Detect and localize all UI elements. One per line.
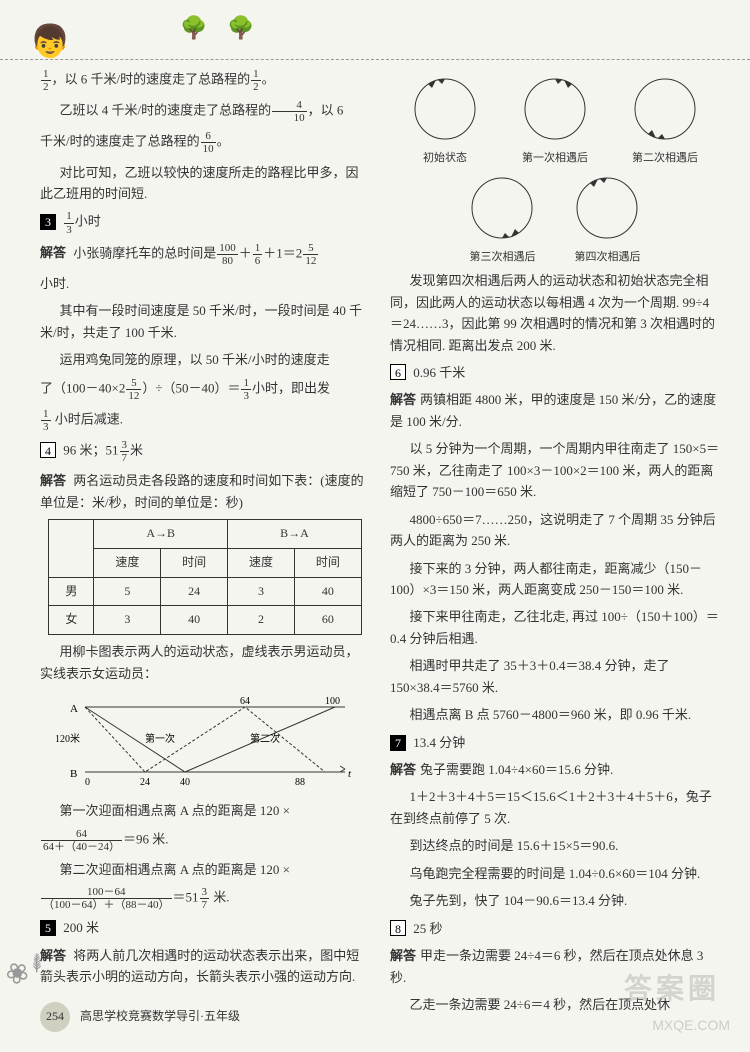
q4-sol-p1: 解答 两名运动员走各段路的速度和时间如下表：(速度的单位是：米/秒，时间的单位是…: [40, 470, 370, 513]
svg-text:t: t: [348, 768, 352, 780]
q7-sol-p5: 兔子先到，快了 104－90.6＝13.4 分钟.: [390, 890, 720, 911]
answer-label: 解答: [40, 245, 66, 260]
q3-sol-p5: 了（100－40×2512）÷（50－40）＝13小时，即出发: [40, 377, 370, 402]
q3-sol-p6: 13 小时后减速.: [40, 408, 370, 433]
trees-icon: 🌳🌳: [180, 10, 275, 46]
circles-row-2: 第三次相遇后 第四次相遇后: [390, 171, 720, 266]
svg-text:24: 24: [140, 777, 150, 788]
q7-sol-p1: 解答兔子需要跑 1.04÷4×60＝15.6 分钟.: [390, 759, 720, 780]
q4-sol-p3b: 6464＋（40－24）＝96 米.: [40, 828, 370, 853]
q3-sol-p2: 小时.: [40, 273, 370, 294]
left-p3: 千米/时的速度走了总路程的610。: [40, 130, 370, 155]
q7-sol-p2: 1＋2＋3＋4＋5＝15＜15.6＜1＋2＋3＋4＋5＋6，兔子在到终点前停了 …: [390, 786, 720, 829]
q6-sol-p6: 相遇时甲共走了 35＋3＋0.4＝38.4 分钟，走了 150×38.4＝576…: [390, 655, 720, 698]
q4-sol-p2: 用柳卡图表示两人的运动状态，虚线表示男运动员，实线表示女运动员：: [40, 641, 370, 684]
table-row: 女340260: [49, 606, 362, 635]
q4-num: 4: [40, 442, 56, 458]
q5-num: 5: [40, 920, 56, 936]
svg-text:第二次: 第二次: [250, 732, 280, 745]
q6-sol-p2: 以 5 分钟为一个周期，一个周期内甲往南走了 150×5＝750 米，乙往南走了…: [390, 438, 720, 502]
answer-label: 解答: [40, 473, 66, 488]
q7-sol-p4: 乌龟跑完全程需要的时间是 1.04÷0.6×60＝104 分钟.: [390, 863, 720, 884]
svg-text:0: 0: [85, 777, 90, 788]
header-decoration: 👦 🌳🌳: [0, 0, 750, 60]
q4-sol-p4: 第二次迎面相遇点离 A 点的距离是 120 ×: [40, 859, 370, 880]
speed-table: A→B B→A 速度时间 速度时间 男524340 女340260: [48, 519, 362, 635]
svg-text:64: 64: [240, 696, 250, 707]
svg-text:88: 88: [295, 777, 305, 788]
q7-answer: 7 13.4 分钟: [390, 732, 720, 753]
q8-num: 8: [390, 920, 406, 936]
right-column: 初始状态 第一次相遇后 第二次相遇后 第三次相遇后 第四次相遇后 发现第四次相遇…: [390, 68, 720, 1021]
left-column: 12，以 6 千米/时的速度走了总路程的12。 乙班以 4 千米/时的速度走了总…: [40, 68, 370, 1021]
watermark-url: MXQE.COM: [652, 1014, 730, 1037]
q5-answer: 5 200 米: [40, 917, 370, 938]
q4-sol-p3: 第一次迎面相遇点离 A 点的距离是 120 ×: [40, 800, 370, 821]
q4-answer: 4 96 米；5137米: [40, 439, 370, 464]
q3-sol-p1: 解答 小张骑摩托车的总时间是10080＋16＋1＝2512: [40, 242, 370, 267]
watermark-big: 答案圈: [624, 966, 720, 1012]
q3-answer: 3 13小时: [40, 210, 370, 235]
q4-sol-p4b: 100－64（100－64）＋（88－40）＝5137 米.: [40, 886, 370, 911]
main-content: 12，以 6 千米/时的速度走了总路程的12。 乙班以 4 千米/时的速度走了总…: [0, 60, 750, 1031]
left-p1: 12，以 6 千米/时的速度走了总路程的12。: [40, 68, 370, 93]
q3-num: 3: [40, 214, 56, 230]
book-title: 高思学校竞赛数学导引·五年级: [80, 1007, 240, 1027]
q3-sol-p3: 其中有一段时间速度是 50 千米/时，一段时间是 40 千米/时，共走了 100…: [40, 300, 370, 343]
circles-row-1: 初始状态 第一次相遇后 第二次相遇后: [390, 72, 720, 167]
q7-num: 7: [390, 735, 406, 751]
svg-text:第一次: 第一次: [145, 732, 175, 745]
q7-sol-p3: 到达终点的时间是 15.6＋15×5＝90.6.: [390, 835, 720, 856]
r-p1: 发现第四次相遇后两人的运动状态和初始状态完全相同，因此两人的运动状态以每相遇 4…: [390, 270, 720, 356]
q6-sol-p3: 4800÷650＝7……250，这说明走了 7 个周期 35 分钟后两人的距离为…: [390, 509, 720, 552]
svg-text:A: A: [70, 703, 78, 715]
left-p4: 对比可知，乙班以较快的速度所走的路程比甲多，因此乙班用的时间短.: [40, 162, 370, 205]
cartoon-icon: 👦: [30, 15, 70, 68]
q5-sol-p1: 解答 将两人前几次相遇时的运动状态表示出来，图中短箭头表示小明的运动方向，长箭头…: [40, 945, 370, 988]
q8-answer: 8 25 秒: [390, 918, 720, 939]
q6-sol-p7: 相遇点离 B 点 5760－4800＝960 米，即 0.96 千米.: [390, 704, 720, 725]
liuka-diagram: A B 120米 0 24 40 64 88 100 第一次 第二次 t: [55, 692, 355, 792]
svg-text:40: 40: [180, 777, 190, 788]
left-p2: 乙班以 4 千米/时的速度走了总路程的410，以 6: [40, 99, 370, 124]
svg-text:120米: 120米: [55, 732, 80, 745]
page-number: 254: [40, 1002, 70, 1032]
page-footer: 254 高思学校竞赛数学导引·五年级: [40, 1002, 240, 1032]
q6-num: 6: [390, 364, 406, 380]
svg-text:B: B: [70, 768, 77, 780]
q6-sol-p5: 接下来甲往南走，乙往北走, 再过 100÷（150＋100）＝0.4 分钟后相遇…: [390, 606, 720, 649]
q6-answer: 6 0.96 千米: [390, 362, 720, 383]
q6-sol-p4: 接下来的 3 分钟，两人都往南走，距离减少（150－100）×3＝150 米，两…: [390, 558, 720, 601]
q3-sol-p4: 运用鸡兔同笼的原理，以 50 千米/小时的速度走: [40, 349, 370, 370]
table-row: 男524340: [49, 577, 362, 606]
svg-text:100: 100: [325, 696, 340, 707]
q6-sol-p1: 解答两镇相距 4800 米，甲的速度是 150 米/分，乙的速度是 100 米/…: [390, 389, 720, 432]
